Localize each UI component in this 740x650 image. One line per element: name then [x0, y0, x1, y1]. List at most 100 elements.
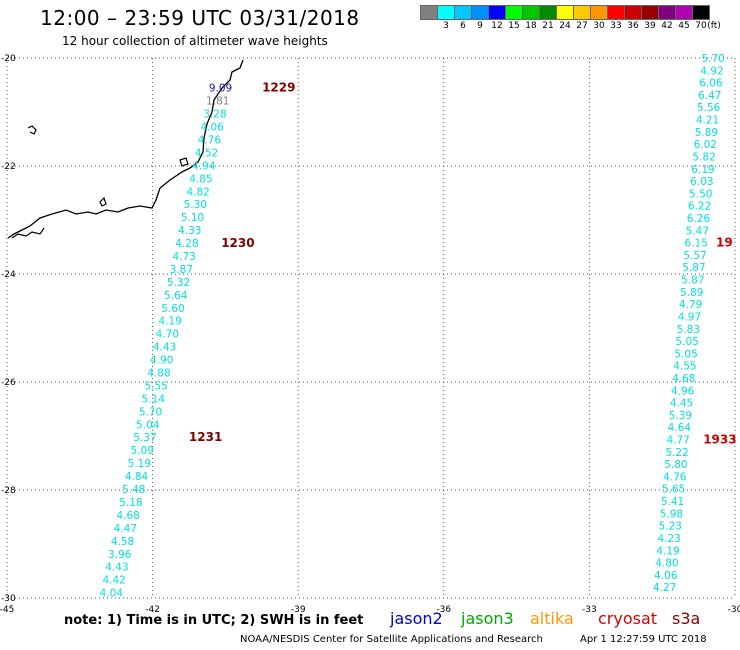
swh-value: 5.41: [661, 496, 684, 508]
swh-value: 6.19: [691, 164, 714, 176]
swh-value: 4.64: [668, 422, 692, 434]
swh-value: 5.87: [681, 275, 704, 287]
swh-value: 4.76: [663, 471, 687, 483]
swh-value: 5.37: [133, 432, 156, 444]
legend-tick-label: 12: [491, 21, 503, 31]
lat-tick-label: -20: [1, 54, 16, 64]
color-scale-legend: [420, 5, 710, 21]
legend-tick-label: 18: [525, 21, 537, 31]
swh-value: 5.04: [136, 419, 160, 431]
swh-value: 5.98: [660, 508, 683, 520]
swh-value: 5.65: [662, 484, 685, 496]
mission-s3a: s3a: [672, 609, 701, 628]
swh-value: 5.05: [676, 336, 699, 348]
swh-value: 4.70: [156, 329, 179, 341]
lat-tick-label: -30: [1, 594, 16, 604]
swh-value: 4.73: [172, 251, 195, 263]
swh-value: 4.84: [125, 471, 149, 483]
coast-inlet: [11, 227, 45, 239]
swh-value: 5.22: [665, 447, 688, 459]
mission-altika: altika: [530, 609, 574, 628]
swh-value: 5.70: [701, 53, 724, 65]
brazil-coastline: [7, 59, 244, 239]
swh-value: 3.28: [203, 109, 226, 121]
swh-value: 3.87: [170, 264, 193, 276]
swh-value: 5.48: [122, 484, 145, 496]
lon-tick-label: -30: [728, 605, 740, 615]
lon-tick-label: -45: [0, 605, 14, 615]
legend-tick-label: 36: [627, 21, 639, 31]
time-label: 1231: [189, 430, 222, 444]
lon-tick-label: -36: [436, 605, 451, 615]
swh-value: 5.55: [144, 380, 167, 392]
swh-value: 4.33: [178, 225, 201, 237]
swh-value: 5.39: [669, 410, 692, 422]
lat-tick-label: -26: [1, 378, 16, 388]
swh-value: 4.82: [186, 186, 209, 198]
legend-tick-label: 70: [695, 21, 707, 31]
swh-value: 4.52: [195, 147, 218, 159]
legend-tick-label: 33: [610, 21, 622, 31]
map-grid: -45 -42 -39 -36 -33 -30 -20 -22 -24 -26 -28 -30: [0, 54, 740, 615]
coastline: [7, 59, 244, 239]
swh-value: 4.19: [158, 316, 181, 328]
swh-value: 4.90: [150, 355, 173, 367]
lat-tick-label: -22: [1, 162, 16, 172]
swh-value: 4.55: [673, 361, 696, 373]
swh-value: 5.14: [142, 393, 166, 405]
lon-tick-label: -39: [291, 605, 306, 615]
swh-value: 5.32: [167, 277, 190, 289]
swh-value: 4.28: [175, 238, 198, 250]
swh-value: 4.80: [655, 558, 678, 570]
swh-value: 1.81: [206, 96, 229, 108]
swh-value: 4.58: [111, 536, 134, 548]
legend-unit: (ft): [707, 21, 721, 31]
swh-value: 6.06: [699, 78, 723, 90]
swh-value: 4.04: [100, 588, 124, 600]
swh-value: 4.97: [678, 311, 701, 323]
swh-value: 5.18: [119, 497, 142, 509]
swh-value: 5.60: [161, 303, 184, 315]
swh-value: 5.89: [680, 287, 703, 299]
swh-value: 4.68: [116, 510, 139, 522]
lake-small: [179, 157, 189, 167]
swh-value: 6.15: [685, 238, 708, 250]
swh-value: 4.96: [671, 385, 695, 397]
swh-value: 5.70: [139, 406, 162, 418]
swh-value: 4.68: [672, 373, 695, 385]
legend-tick-label: 42: [661, 21, 673, 31]
mission-jason2: jason2: [390, 609, 443, 628]
map-subtitle: 12 hour collection of altimeter wave hei…: [62, 34, 328, 48]
swh-value: 5.56: [697, 102, 721, 114]
swh-value: 4.94: [192, 160, 216, 172]
legend-tick-label: 24: [559, 21, 571, 31]
footnote: note: 1) Time is in UTC; 2) SWH is in fe…: [64, 613, 364, 628]
swh-value: 4.19: [656, 545, 679, 557]
credit-line: NOAA/NESDIS Center for Satellite Applica…: [240, 634, 543, 645]
time-label: 1229: [262, 81, 295, 95]
swh-value: 6.26: [687, 213, 711, 225]
legend-tick-label: 39: [644, 21, 656, 31]
swh-value: 4.27: [653, 582, 676, 594]
swh-value: 4.23: [657, 533, 680, 545]
time-label: 19: [716, 236, 733, 250]
swh-value: 9.09: [209, 83, 232, 95]
swh-value: 4.21: [696, 115, 719, 127]
island-north: [27, 125, 37, 135]
lat-tick-label: -24: [1, 270, 16, 280]
legend-tick-label: 3: [443, 21, 449, 31]
time-label: 1230: [221, 236, 254, 250]
legend-tick-label: 45: [678, 21, 690, 31]
swh-value: 5.23: [659, 521, 682, 533]
swh-value: 4.79: [679, 299, 702, 311]
swh-value: 5.82: [692, 151, 715, 163]
swh-value: 5.89: [695, 127, 718, 139]
swh-value: 4.42: [102, 575, 125, 587]
swh-value: 5.09: [130, 445, 153, 457]
swh-value: 6.02: [694, 139, 717, 151]
swh-value: 4.43: [105, 562, 128, 574]
time-label: 1933: [703, 433, 736, 447]
swh-value: 5.50: [689, 188, 712, 200]
legend-tick-label: 6: [460, 21, 466, 31]
